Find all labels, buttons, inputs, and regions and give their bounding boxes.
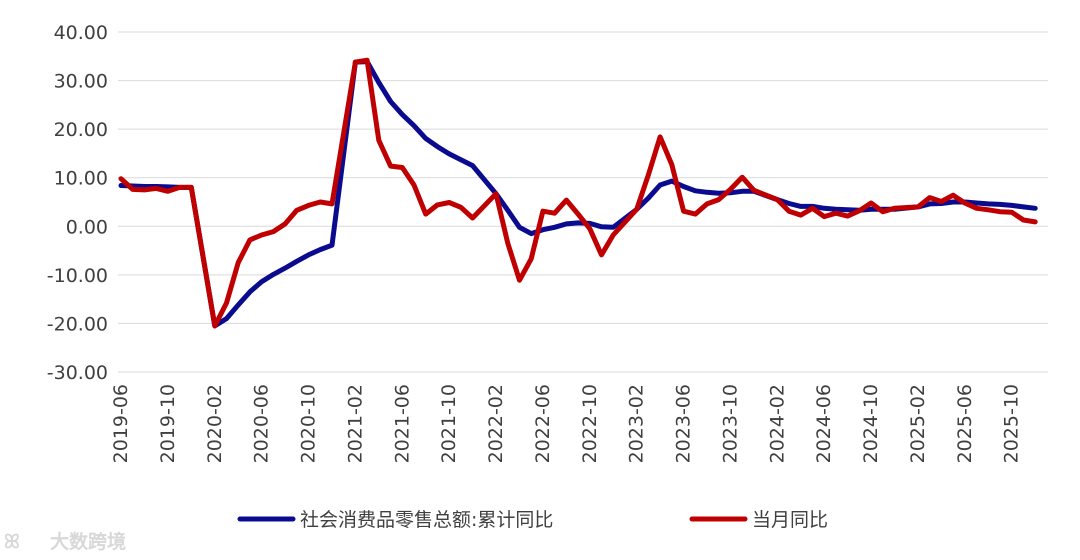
x-axis-ticks: 2019-06 2019-10 2020-02 2020-06 2020-10 2021-…	[110, 384, 1023, 463]
y-tick-label: 10.00	[54, 168, 108, 190]
x-tick-label: 2022-10	[579, 384, 601, 463]
x-tick-label: 2024-10	[860, 384, 882, 463]
watermark-text: 大数跨境	[50, 530, 126, 553]
y-tick-label: -30.00	[47, 362, 108, 384]
x-tick-label: 2025-02	[907, 384, 929, 463]
y-tick-label: 40.00	[54, 22, 108, 44]
series-line-cumulative	[118, 59, 1038, 329]
x-tick-label: 2024-06	[813, 384, 835, 463]
legend: 社会消费品零售总额:累计同比 当月同比	[237, 509, 828, 531]
x-tick-label: 2023-10	[719, 384, 741, 463]
x-tick-label: 2023-06	[673, 384, 695, 463]
x-tick-label: 2020-06	[251, 384, 273, 463]
x-tick-label: 2021-06	[391, 384, 413, 463]
legend-label-cumulative: 社会消费品零售总额:累计同比	[300, 509, 553, 531]
x-tick-label: 2019-06	[110, 384, 132, 463]
x-tick-label: 2020-02	[204, 384, 226, 463]
x-tick-label: 2022-06	[532, 384, 554, 463]
gridlines	[118, 31, 1048, 373]
y-tick-label: 30.00	[54, 71, 108, 93]
x-tick-label: 2019-10	[157, 384, 179, 463]
y-tick-label: 20.00	[54, 119, 108, 141]
series-line-monthly	[118, 57, 1038, 329]
x-tick-label: 2025-10	[1001, 384, 1023, 463]
legend-label-monthly: 当月同比	[752, 509, 828, 531]
y-tick-label: 0.00	[66, 216, 108, 238]
x-tick-label: 2025-06	[954, 384, 976, 463]
series-lines	[118, 57, 1038, 329]
x-tick-label: 2022-02	[485, 384, 507, 463]
x-tick-label: 2021-10	[438, 384, 460, 463]
x-tick-label: 2024-02	[766, 384, 788, 463]
y-axis-ticks: 40.00 30.00 20.00 10.00 0.00 -10.00 -20.00 -30.…	[47, 22, 108, 384]
y-tick-label: -20.00	[47, 313, 108, 335]
x-tick-label: 2020-10	[298, 384, 320, 463]
y-tick-label: -10.00	[47, 265, 108, 287]
watermark: ꕤ 大数跨境	[4, 530, 126, 553]
x-tick-label: 2023-02	[626, 384, 648, 463]
watermark-logo-icon: ꕤ	[4, 531, 20, 553]
x-tick-label: 2021-02	[344, 384, 366, 463]
